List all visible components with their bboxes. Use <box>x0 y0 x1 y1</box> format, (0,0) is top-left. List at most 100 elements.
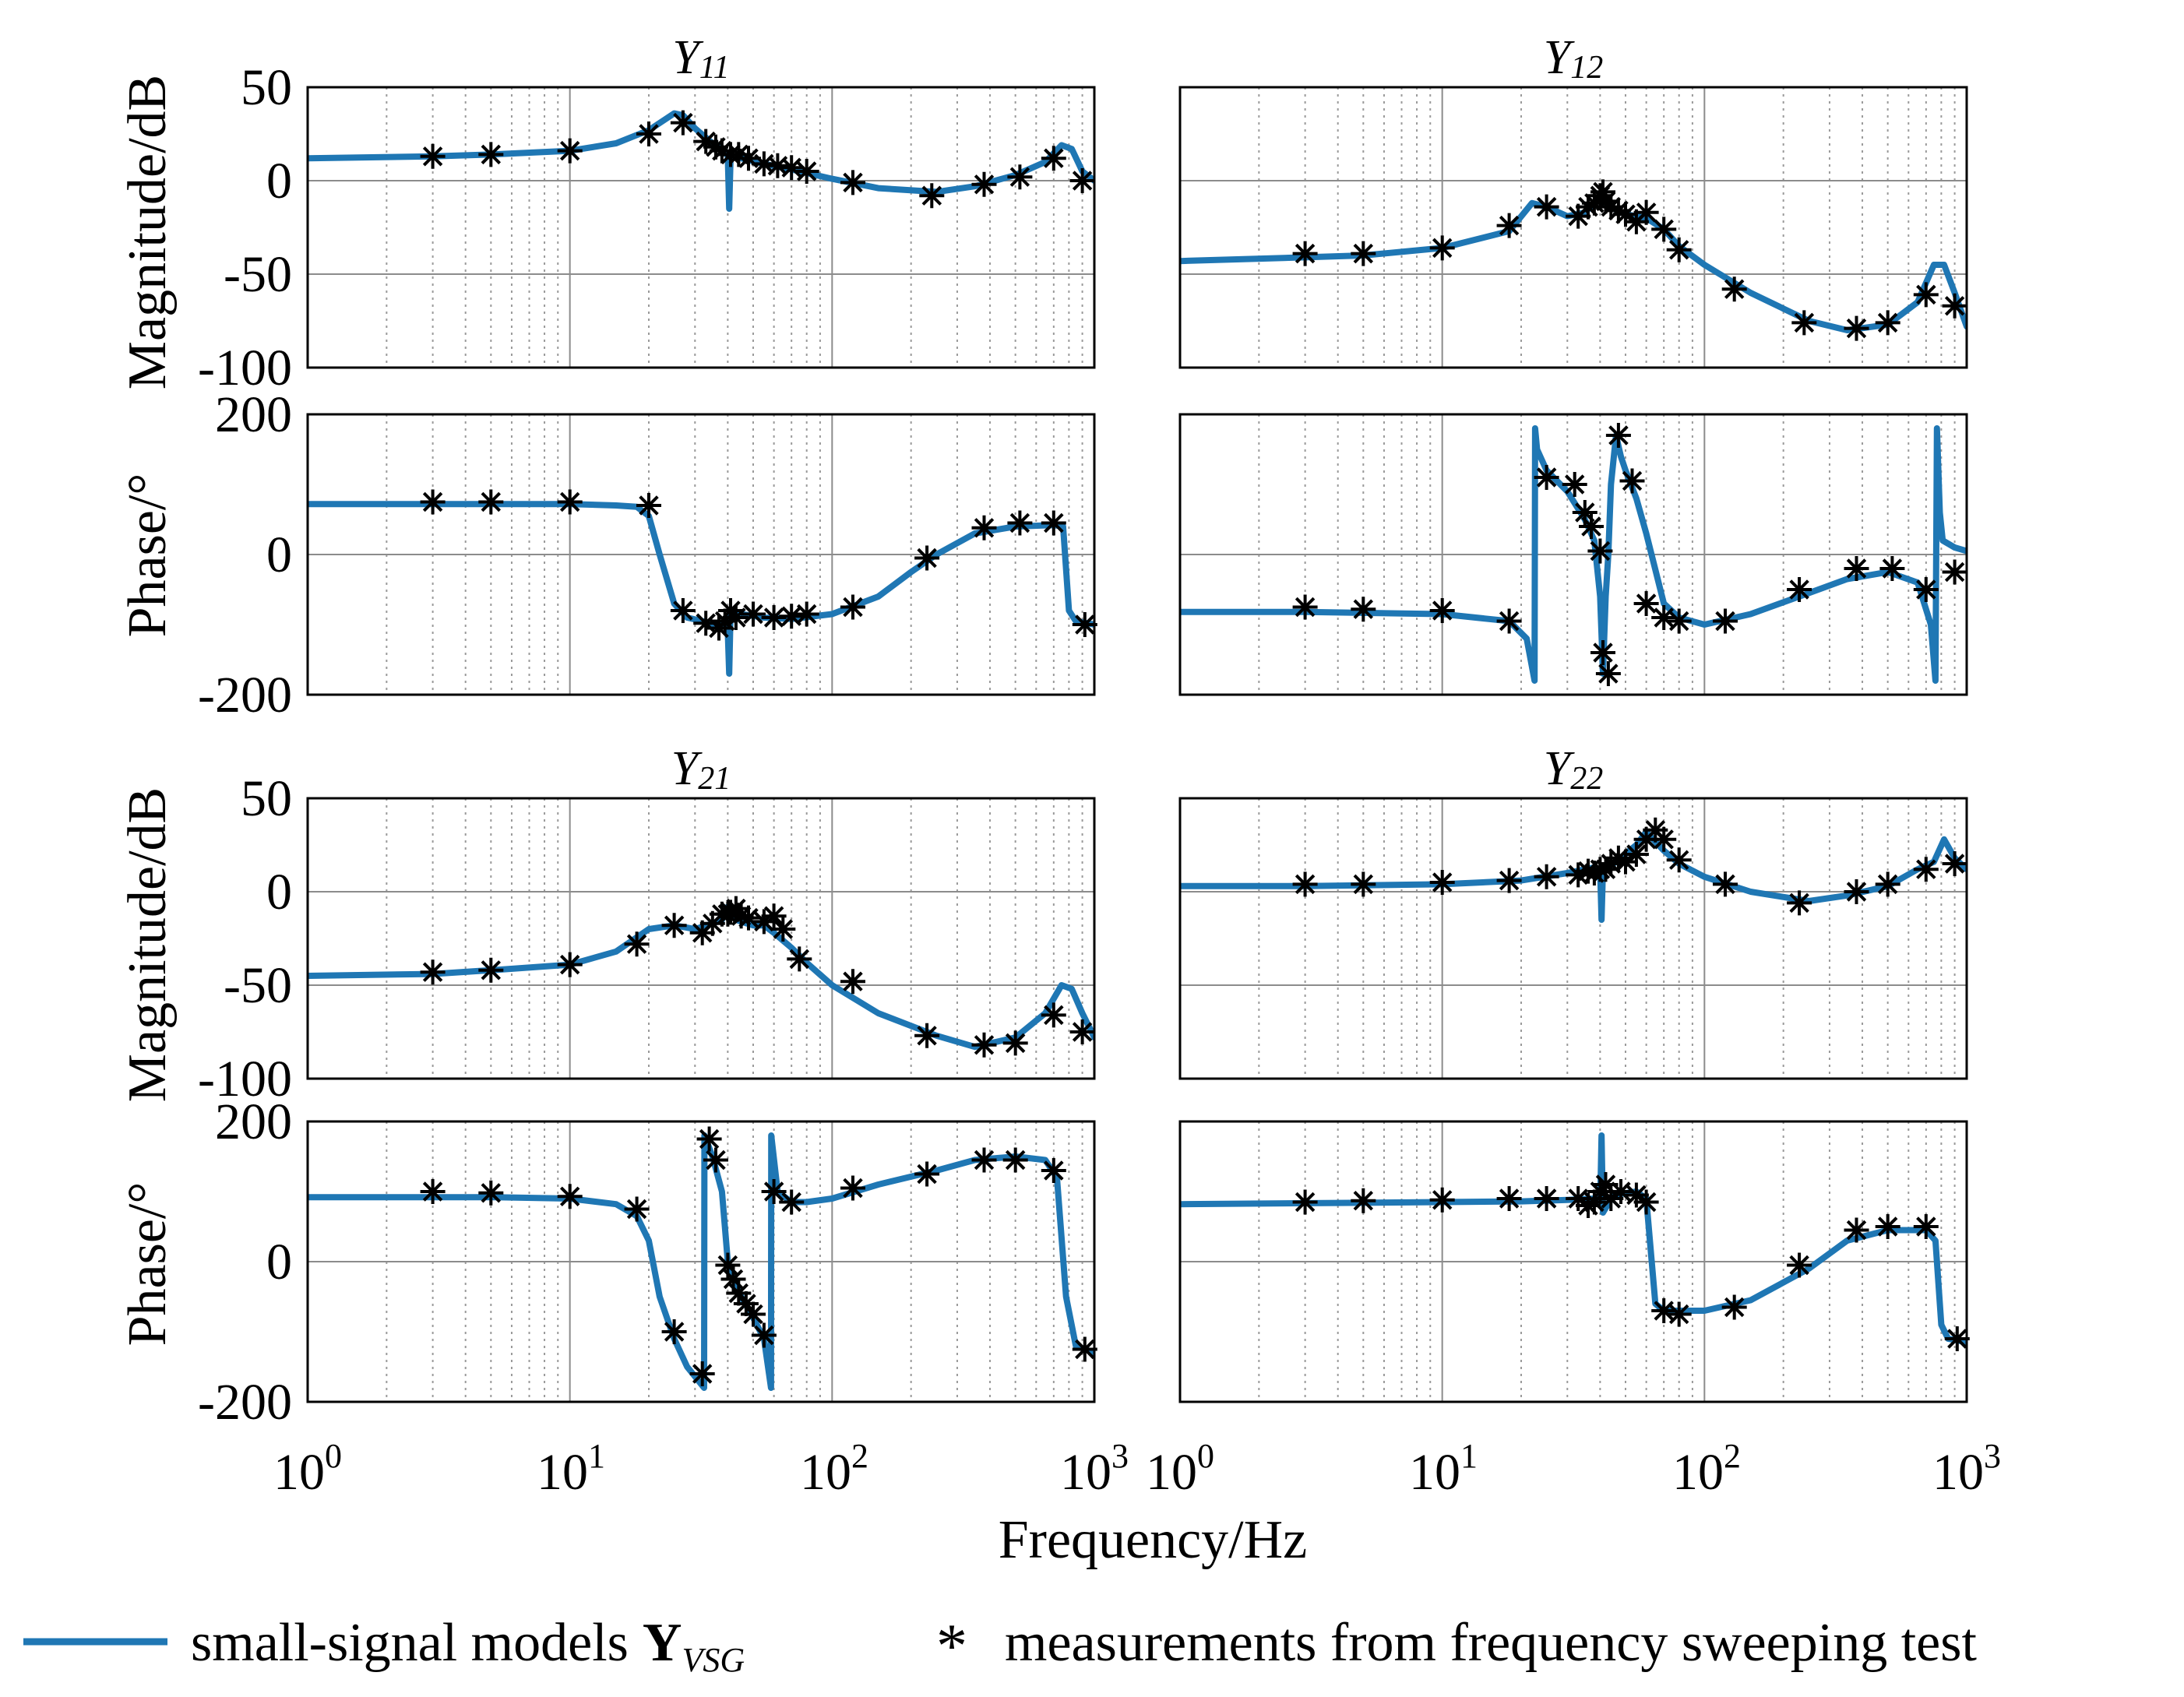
measurement-point <box>1643 817 1668 843</box>
measurement-point <box>1496 213 1522 238</box>
measurement-point <box>1496 868 1522 893</box>
measurement-point <box>478 1180 504 1206</box>
y-tick-label: -100 <box>198 1051 292 1107</box>
measurement-point <box>1613 849 1638 875</box>
measurement-point <box>1944 1326 1970 1351</box>
measurement-point <box>1069 168 1095 193</box>
legend-measurement-label: measurements from frequency sweeping tes… <box>1005 1613 1977 1673</box>
measurement-point <box>751 909 777 935</box>
panel-magnitude-21: 50 0 -50 -100 Y21 <box>198 742 1096 1107</box>
measurement-point <box>1587 538 1613 564</box>
measurement-point <box>557 138 583 164</box>
y-label-phase-bottom: Phase/° <box>118 1182 178 1347</box>
measurement-point <box>971 1147 997 1173</box>
measurement-point <box>1351 597 1376 622</box>
measurement-point <box>696 1126 722 1152</box>
measurement-point <box>1613 202 1638 227</box>
measurement-point <box>1429 1187 1455 1213</box>
plot-frame <box>306 1120 1096 1403</box>
measurement-point <box>1593 1172 1619 1197</box>
measurement-point <box>1292 871 1318 897</box>
measurement-point <box>715 1252 741 1278</box>
measurement-point <box>1351 1188 1376 1213</box>
measurement-point <box>736 905 761 931</box>
x-tick-label: 102 <box>800 1437 868 1501</box>
measurement-point <box>736 146 761 171</box>
measurement-point <box>1534 864 1559 889</box>
measurement-point <box>1576 194 1601 220</box>
measurement-point <box>1566 1186 1591 1211</box>
measurement-point <box>661 913 687 938</box>
plot-frame <box>1178 1120 1968 1403</box>
measurement-point <box>624 1196 650 1222</box>
measurement-point <box>1633 591 1659 616</box>
measurement-point <box>624 931 650 957</box>
measurement-point <box>693 129 719 154</box>
measurement-point <box>420 489 446 515</box>
measurement-point <box>1069 1019 1095 1044</box>
x-tick-label: 100 <box>273 1437 342 1501</box>
measurement-point <box>689 1361 715 1386</box>
measurement-point <box>1942 559 1967 585</box>
y-tick-label: 200 <box>215 386 292 443</box>
measurement-point <box>761 605 787 630</box>
y-tick-label: 50 <box>241 770 292 827</box>
x-tick-label: 101 <box>1409 1437 1478 1501</box>
measurement-point <box>1534 194 1559 220</box>
measurement-point <box>779 1189 805 1215</box>
plot-frame <box>306 86 1096 369</box>
measurement-point <box>1072 1336 1097 1362</box>
measurement-point <box>557 1184 583 1209</box>
measurement-point <box>420 1179 446 1204</box>
measurement-point <box>728 903 754 929</box>
measurement-point <box>1429 598 1455 623</box>
x-axis-label: Frequency/Hz <box>999 1510 1308 1570</box>
measurement-point <box>1633 826 1659 852</box>
measurement-point <box>1534 465 1559 490</box>
x-tick-label: 100 <box>1146 1437 1214 1501</box>
measurement-point <box>741 601 766 627</box>
y-tick-label: 0 <box>266 864 292 921</box>
measurement-point <box>1942 851 1967 876</box>
measurement-point <box>787 946 812 972</box>
y-tick-label: -100 <box>198 340 292 396</box>
measurement-point <box>840 969 865 995</box>
measurement-point <box>1879 556 1905 581</box>
measurement-point <box>703 134 728 160</box>
measurement-point <box>1566 203 1591 229</box>
measurement-point <box>1581 1189 1607 1215</box>
measurement-point <box>726 142 752 167</box>
measurement-point <box>1292 1189 1318 1215</box>
measurement-point <box>779 604 805 629</box>
measurement-point <box>1351 241 1376 266</box>
measurement-point <box>636 121 661 146</box>
measurement-point <box>420 959 446 985</box>
measurement-point <box>636 493 661 518</box>
panel-title: Y11 <box>672 31 729 86</box>
measurement-point <box>1651 1298 1677 1323</box>
measurement-point <box>1666 608 1692 634</box>
measurement-point <box>689 920 715 945</box>
y-tick-label: -200 <box>198 667 292 724</box>
x-ticks-left: 100 101 102 103 <box>273 1437 1129 1501</box>
measurement-point <box>1787 890 1812 916</box>
measurement-point <box>1041 1158 1066 1183</box>
measurement-point <box>1651 217 1677 242</box>
measurement-point <box>1633 199 1659 225</box>
measurement-point <box>726 1280 752 1306</box>
measurement-point <box>1534 1186 1559 1211</box>
plot-frame <box>1178 86 1968 369</box>
axes-layer: 50 0 -50 -100 Y11 Y12 200 0 -200 50 0 -50 -100 Y21 Y22… <box>198 31 1970 1431</box>
measurement-point <box>478 142 504 167</box>
measurement-point <box>1875 1214 1900 1239</box>
measurement-point <box>1496 608 1522 634</box>
panel-phase-22 <box>1178 1120 1970 1403</box>
model-series-line <box>308 110 1094 212</box>
measurement-point <box>723 896 749 921</box>
measurement-point <box>1608 1179 1633 1204</box>
measurement-point <box>914 1161 940 1187</box>
measurement-point <box>1721 276 1747 302</box>
measurement-point <box>720 1266 746 1292</box>
